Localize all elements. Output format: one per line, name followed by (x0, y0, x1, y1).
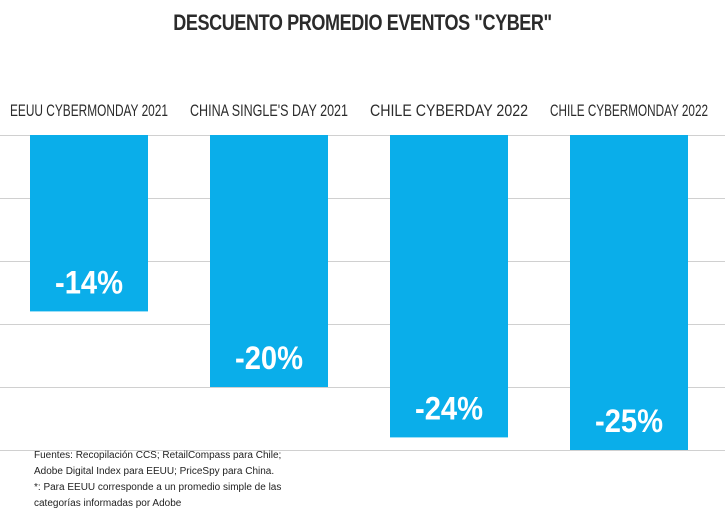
category-label: CHILE CYBERDAY 2022 (370, 101, 528, 120)
category-label: CHINA SINGLE'S DAY 2021 (190, 101, 348, 120)
value-label: -25% (595, 403, 663, 439)
footnote-line-4: categorías informadas por Adobe (34, 498, 182, 509)
category-label: EEUU CYBERMONDAY 2021 (10, 101, 168, 120)
category-label: CHILE CYBERMONDAY 2022 (550, 101, 708, 120)
bar (30, 135, 148, 312)
value-label: -24% (415, 390, 483, 426)
value-label: -20% (235, 340, 303, 376)
footnote-line-2: Adobe Digital Index para EEUU; PriceSpy … (34, 466, 275, 477)
footnote-line-1: Fuentes: Recopilación CCS; RetailCompass… (34, 450, 282, 461)
footnote: Fuentes: Recopilación CCS; RetailCompass… (34, 448, 282, 512)
bar (570, 135, 688, 450)
bar (390, 135, 508, 438)
value-label: -14% (55, 264, 123, 300)
footnote-line-3: *: Para EEUU corresponde a un promedio s… (34, 482, 282, 493)
bar (210, 135, 328, 387)
chart-title: DESCUENTO PROMEDIO EVENTOS "CYBER" (173, 10, 552, 35)
